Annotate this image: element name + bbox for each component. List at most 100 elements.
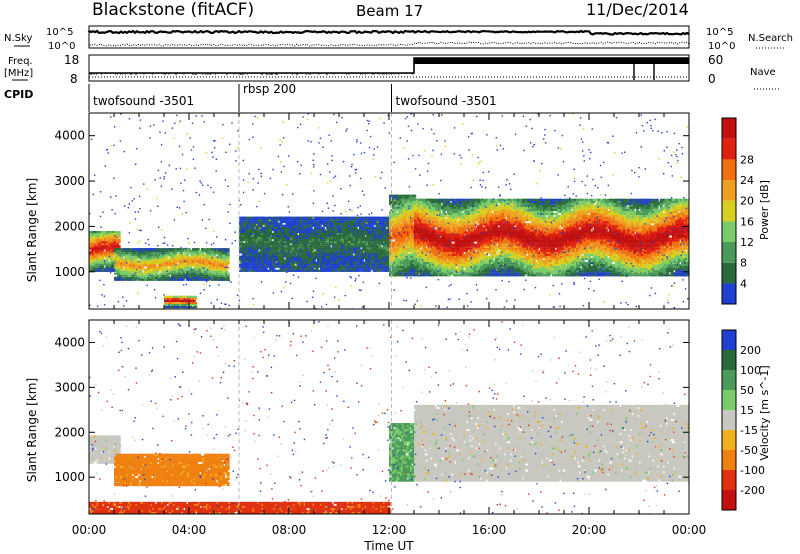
power-cell [371, 243, 375, 246]
power-cell [226, 262, 230, 265]
power-cell [378, 222, 382, 225]
power-cell [393, 202, 397, 205]
power-cell [272, 251, 276, 254]
power-cell [366, 249, 370, 252]
power-cell [309, 267, 313, 270]
power-cell [117, 233, 121, 235]
power-cell [153, 250, 157, 253]
power-cell [165, 266, 169, 269]
power-cell [354, 247, 358, 250]
power-cell [357, 259, 361, 262]
power-cell [306, 222, 310, 225]
power-cell [101, 257, 105, 260]
power-cell [121, 250, 125, 253]
power-cell [318, 241, 322, 244]
power-cell [359, 269, 363, 272]
power-cell [291, 263, 295, 266]
power-cell [332, 257, 336, 260]
power-cell [372, 269, 376, 272]
power-cell [306, 263, 310, 266]
power-cell [410, 245, 414, 248]
power-cell [356, 263, 360, 266]
power-cell [139, 258, 143, 261]
power-cell [336, 224, 340, 227]
power-cell [205, 252, 209, 255]
power-cell [246, 228, 250, 231]
power-cell [345, 222, 349, 225]
power-cell [281, 257, 285, 260]
power-cell [269, 224, 273, 227]
power-cell [117, 231, 121, 233]
power-cell [136, 268, 140, 271]
power-cell [299, 220, 303, 223]
power-cell [266, 257, 270, 260]
power-cell [127, 252, 131, 255]
power-cell [239, 220, 243, 223]
date-title: 11/Dec/2014 [586, 0, 689, 19]
power-cell [410, 253, 414, 256]
power-cell [151, 274, 155, 277]
power-cell [96, 237, 100, 240]
power-cell [214, 262, 218, 265]
power-cell [124, 268, 128, 271]
power-cell [348, 218, 352, 221]
power-cell [240, 241, 244, 244]
power-cell [267, 269, 271, 272]
power-cell [354, 224, 358, 227]
power-cell [408, 274, 412, 277]
power-cell [350, 251, 354, 254]
power-cell [411, 198, 415, 201]
power-cell [353, 235, 357, 237]
power-cell [401, 221, 405, 224]
power-cell [395, 229, 399, 232]
power-cell [172, 272, 176, 275]
power-cell [226, 274, 230, 277]
power-cell [417, 247, 421, 250]
nave-max-label: 60 [708, 53, 723, 67]
power-cell [420, 215, 424, 218]
power-cell [344, 239, 348, 242]
power-cell [113, 259, 117, 262]
power-cell [323, 231, 327, 233]
power-cell [389, 239, 393, 242]
power-cell [300, 245, 304, 248]
nsky-min-label: 10^0 [48, 41, 75, 52]
power-cell [396, 268, 400, 271]
power-cell [116, 243, 120, 246]
nsearch-min-label: 10^0 [708, 41, 735, 52]
power-cell [392, 229, 396, 232]
power-cell [162, 250, 166, 253]
freq-unit-label: [MHz] [4, 68, 33, 79]
power-cell [369, 231, 373, 233]
power-cell [101, 239, 105, 242]
power-cell [386, 233, 390, 235]
power-cell [389, 237, 393, 240]
nave-min-label: 0 [708, 72, 716, 86]
freq-dense-band [414, 58, 689, 64]
power-cell [264, 261, 268, 264]
power-cell [242, 220, 246, 223]
power-cell [190, 268, 194, 271]
power-cell [189, 266, 193, 269]
power-cell [413, 196, 417, 199]
power-cell [410, 206, 414, 209]
power-cell [208, 258, 212, 261]
power-cell [272, 255, 276, 258]
power-cell [396, 274, 400, 277]
power-cell [418, 221, 422, 224]
power-cell [225, 268, 229, 271]
power-cell [374, 259, 378, 262]
power-cell [188, 302, 192, 304]
power-cell [407, 270, 411, 273]
power-cell [153, 264, 157, 267]
cpid-segment-label: twofsound -3501 [396, 94, 497, 108]
power-cell [315, 220, 319, 223]
power-cell [267, 249, 271, 252]
power-cell [159, 248, 163, 251]
power-cell [186, 306, 190, 309]
power-cell [174, 299, 178, 302]
power-cell [377, 269, 381, 272]
power-cell [348, 255, 352, 258]
power-cell [335, 249, 339, 252]
power-cell [111, 231, 115, 233]
